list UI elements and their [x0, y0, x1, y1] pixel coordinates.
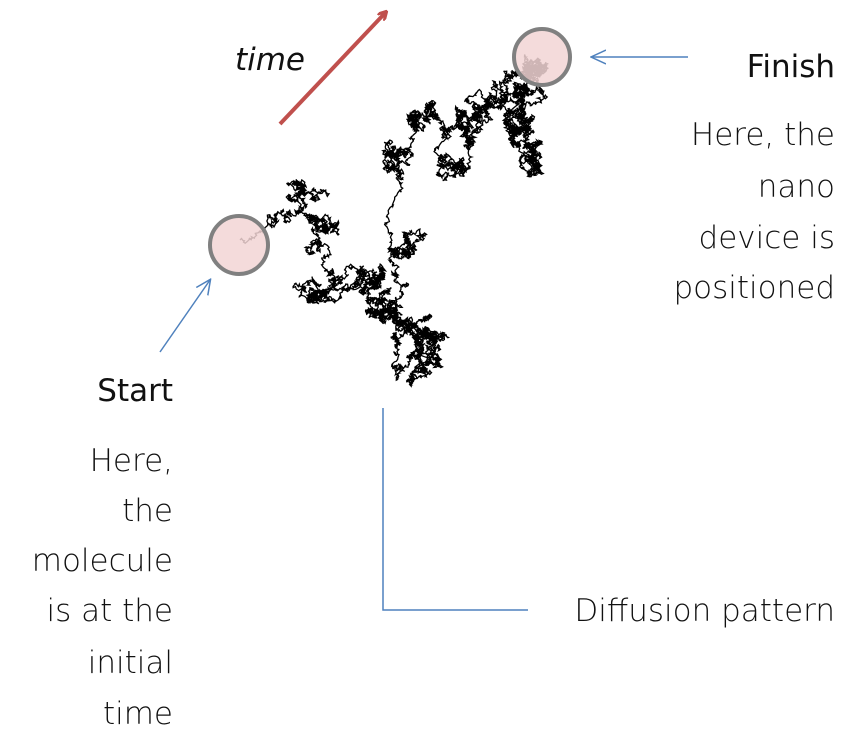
time-arrow: [278, 12, 386, 126]
finish-line: Here, the: [691, 117, 835, 153]
start-line: Here,: [90, 443, 173, 479]
finish-title: Finish: [747, 49, 835, 85]
walk-path: [239, 54, 549, 389]
start-line: is at the: [47, 593, 174, 629]
finish-line: device is: [699, 220, 835, 256]
finish-line: nano: [758, 169, 835, 205]
pattern-connector: [382, 408, 528, 611]
start-line: molecule: [32, 543, 173, 579]
start-arrow: [159, 280, 210, 353]
start-line: initial: [88, 645, 173, 681]
start-line: time: [103, 696, 173, 730]
finish-circle: [512, 27, 572, 87]
time-label: time: [235, 42, 305, 78]
start-title: Start: [97, 373, 173, 409]
start-circle: [208, 214, 270, 276]
finish-line: positioned: [673, 270, 835, 306]
diffusion-walk: [239, 54, 549, 389]
start-line: the: [122, 493, 173, 529]
pattern-label: Diffusion pattern: [574, 593, 835, 629]
